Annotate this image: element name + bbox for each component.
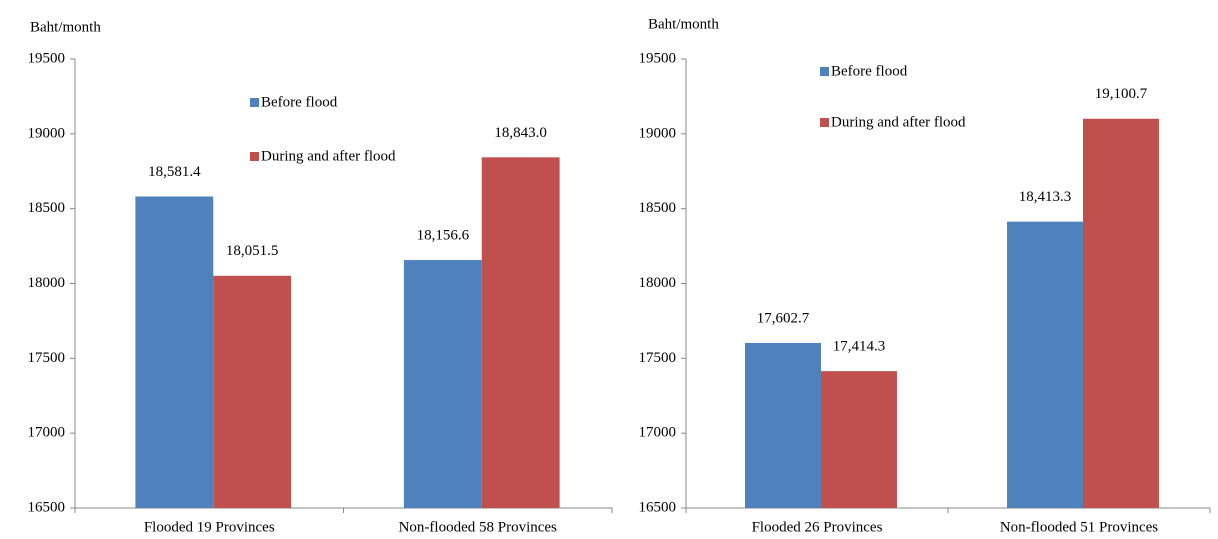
- bar: [1007, 221, 1083, 508]
- bar: [821, 371, 897, 508]
- y-tick-label: 16500: [639, 499, 677, 515]
- y-tick-label: 17500: [639, 350, 677, 366]
- y-tick-label: 18000: [639, 275, 677, 291]
- bar: [1083, 118, 1159, 508]
- bar: [213, 275, 292, 508]
- legend-label: During and after flood: [261, 148, 396, 164]
- value-label: 18,843.0: [494, 125, 547, 141]
- bar: [745, 342, 821, 508]
- y-tick-label: 17000: [28, 425, 66, 441]
- y-axis-label: Baht/month: [30, 19, 101, 35]
- y-tick-label: 16500: [28, 499, 66, 515]
- value-label: 17,414.3: [833, 339, 886, 355]
- legend-label: During and after flood: [831, 114, 966, 130]
- y-tick-label: 19500: [639, 50, 677, 66]
- y-tick-label: 18500: [28, 200, 66, 216]
- bar: [403, 260, 482, 508]
- bar: [481, 157, 560, 508]
- value-label: 18,413.3: [1019, 189, 1072, 205]
- y-tick-label: 18000: [28, 275, 66, 291]
- value-label: 18,156.6: [417, 227, 470, 243]
- x-tick-label: Non-flooded 51 Provinces: [1000, 519, 1158, 535]
- y-tick-label: 18500: [639, 200, 677, 216]
- legend-swatch: [820, 67, 829, 76]
- legend-swatch: [250, 98, 259, 107]
- legend-swatch: [820, 118, 829, 127]
- value-label: 17,602.7: [757, 310, 810, 326]
- y-tick-label: 19000: [639, 125, 677, 141]
- bar: [135, 196, 214, 508]
- y-tick-label: 19000: [28, 125, 66, 141]
- value-label: 18,051.5: [226, 243, 279, 259]
- legend-swatch: [250, 152, 259, 161]
- x-tick-label: Flooded 19 Provinces: [144, 519, 275, 535]
- y-tick-label: 19500: [28, 50, 66, 66]
- y-axis-label: Baht/month: [648, 16, 719, 32]
- x-tick-label: Flooded 26 Provinces: [752, 519, 883, 535]
- value-label: 18,581.4: [148, 164, 201, 180]
- legend-label: Before flood: [831, 63, 908, 79]
- y-tick-label: 17000: [639, 425, 677, 441]
- value-label: 19,100.7: [1095, 86, 1148, 102]
- y-tick-label: 17500: [28, 350, 66, 366]
- legend-label: Before flood: [261, 94, 338, 110]
- x-tick-label: Non-flooded 58 Provinces: [399, 519, 557, 535]
